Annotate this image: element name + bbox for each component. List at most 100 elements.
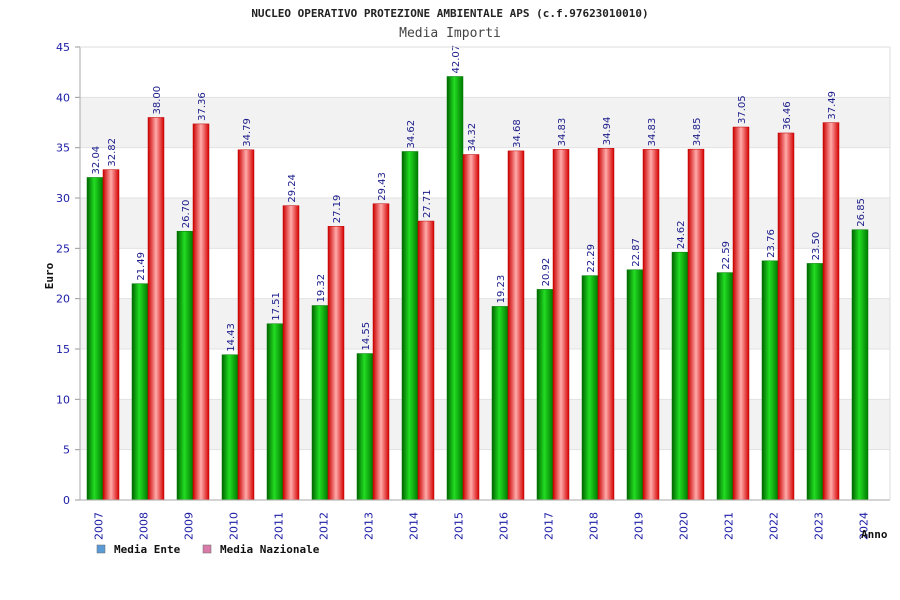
bar-media-nazionale (282, 205, 300, 501)
value-label: 29.43 (377, 172, 388, 201)
value-label: 37.05 (737, 95, 748, 124)
x-tick-label: 2009 (183, 512, 196, 540)
x-tick-label: 2022 (768, 512, 781, 540)
x-tick-label: 2007 (93, 512, 106, 540)
bar-media-nazionale (372, 203, 390, 501)
value-label: 34.94 (602, 117, 613, 146)
x-tick-label: 2020 (678, 512, 691, 540)
y-axis-label: Euro (43, 262, 56, 289)
y-tick-label: 15 (56, 343, 70, 356)
bar-media-ente (761, 260, 779, 501)
x-tick-label: 2015 (453, 512, 466, 540)
bar-media-nazionale (777, 132, 795, 501)
value-label: 34.83 (557, 118, 568, 147)
value-label: 38.00 (152, 86, 163, 115)
bar-media-nazionale (822, 122, 840, 501)
y-tick-label: 35 (56, 142, 70, 155)
value-label: 34.62 (406, 120, 417, 149)
bar-media-nazionale (597, 148, 615, 501)
bar-media-nazionale (507, 150, 525, 501)
value-label: 21.49 (136, 252, 147, 281)
value-label: 34.68 (512, 119, 523, 148)
axes (79, 46, 891, 501)
bar-media-ente (626, 269, 644, 501)
plot-band (80, 349, 890, 400)
bar-media-nazionale (552, 149, 570, 501)
value-label: 27.71 (422, 189, 433, 218)
bar-media-ente (311, 305, 329, 501)
bar-media-nazionale (732, 126, 750, 501)
plot-band (80, 248, 890, 299)
bar-media-ente (86, 177, 104, 501)
x-tick-label: 2010 (228, 512, 241, 540)
bar-media-nazionale (687, 148, 705, 501)
value-label: 17.51 (271, 292, 282, 321)
legend-swatch (96, 544, 106, 554)
value-label: 20.92 (541, 258, 552, 287)
bar-media-nazionale (237, 149, 255, 501)
value-label: 26.70 (181, 200, 192, 229)
value-label: 24.62 (676, 221, 687, 250)
value-label: 42.07 (451, 45, 462, 74)
x-tick-label: 2011 (273, 512, 286, 540)
bar-media-nazionale (642, 149, 660, 501)
bar-media-ente (581, 275, 599, 501)
plot-band (80, 399, 890, 450)
value-label: 22.29 (586, 244, 597, 273)
bar-media-nazionale (102, 169, 120, 501)
bars (86, 76, 869, 501)
plot-band (80, 97, 890, 148)
value-label: 37.49 (827, 91, 838, 120)
legend-swatch (202, 544, 212, 554)
y-tick-label: 10 (56, 393, 70, 406)
value-label: 23.50 (811, 232, 822, 261)
legend-label: Media Ente (114, 543, 181, 556)
value-label: 26.85 (856, 198, 867, 227)
y-tick-label: 20 (56, 293, 70, 306)
y-tick-labels: 0 5 10 15 20 25 30 35 40 45 (56, 41, 70, 507)
value-label: 37.36 (197, 92, 208, 121)
x-tick-label: 2021 (723, 512, 736, 540)
plot-bands (80, 47, 890, 500)
value-label: 22.87 (631, 238, 642, 267)
x-tick-label: 2023 (813, 512, 826, 540)
x-tick-label: 2017 (543, 512, 556, 540)
value-labels: 32.04 32.82 21.49 38.00 26.70 37.36 14.43 34.79… (91, 45, 867, 352)
bar-media-ente (536, 289, 554, 501)
bar-media-ente (851, 229, 869, 501)
value-label: 23.76 (766, 229, 777, 258)
bar-media-ente (716, 272, 734, 501)
chart-subtitle: Media Importi (399, 26, 501, 41)
x-tick-labels: 2007 2008 2009 2010 2011 2012 2013 2014 2015 2016… (93, 512, 871, 540)
bar-media-nazionale (462, 154, 480, 501)
bar-media-nazionale (417, 220, 435, 501)
chart-title: NUCLEO OPERATIVO PROTEZIONE AMBIENTALE A… (251, 7, 648, 20)
plot-band (80, 198, 890, 249)
bar-media-ente (401, 151, 419, 501)
x-tick-label: 2014 (408, 512, 421, 540)
y-tick-label: 25 (56, 242, 70, 255)
value-label: 22.59 (721, 241, 732, 270)
plot-band (80, 298, 890, 349)
x-tick-label: 2008 (138, 512, 151, 540)
value-label: 14.43 (226, 323, 237, 352)
y-tick-label: 40 (56, 91, 70, 104)
value-label: 14.55 (361, 322, 372, 351)
bar-media-ente (176, 230, 194, 501)
value-label: 29.24 (287, 174, 298, 203)
x-tick-label: 2024 (858, 512, 871, 540)
x-tick-label: 2013 (363, 512, 376, 540)
value-label: 32.04 (91, 146, 102, 175)
x-tick-label: 2012 (318, 512, 331, 540)
x-tick-label: 2016 (498, 512, 511, 540)
value-label: 34.79 (242, 118, 253, 147)
y-tick-label: 5 (63, 444, 70, 457)
plot-band (80, 47, 890, 98)
x-tick-label: 2018 (588, 512, 601, 540)
y-tick-label: 0 (63, 494, 70, 507)
bar-media-nazionale (327, 226, 345, 501)
plot-band (80, 147, 890, 198)
bar-media-ente (221, 354, 239, 501)
value-label: 27.19 (332, 195, 343, 224)
